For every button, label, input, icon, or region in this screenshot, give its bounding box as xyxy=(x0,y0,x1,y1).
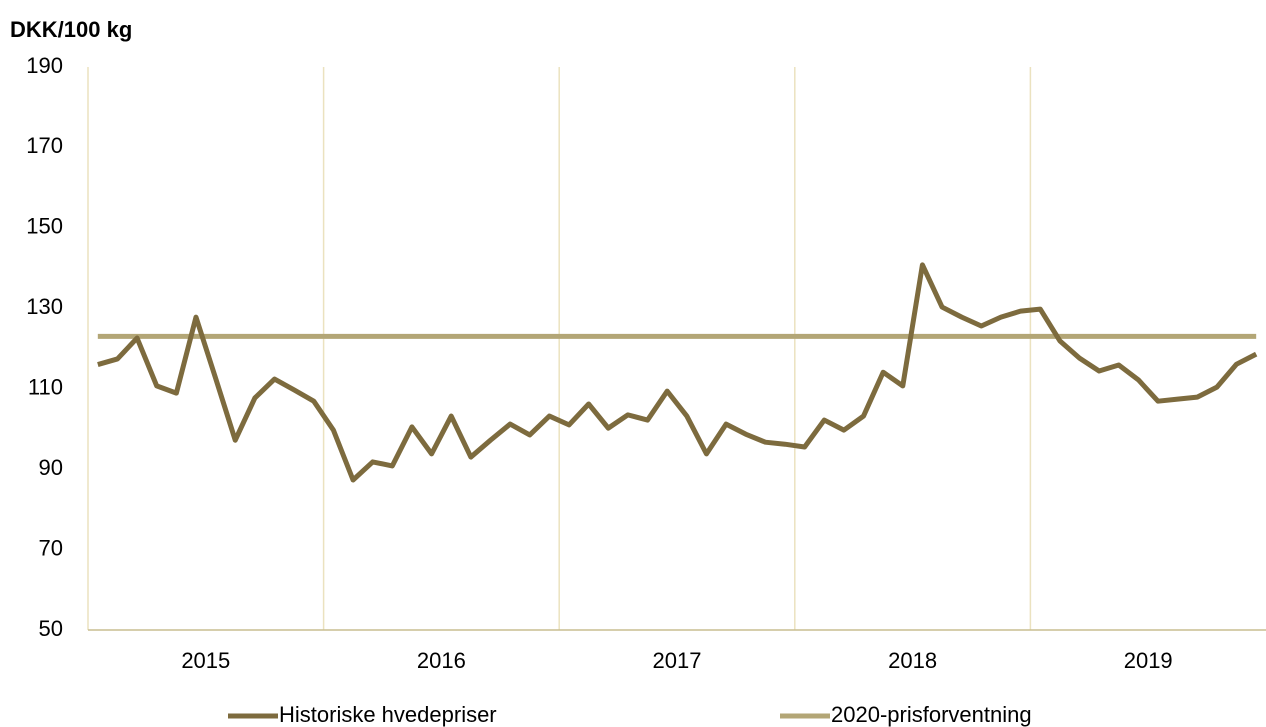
y-tick-label: 70 xyxy=(39,535,63,560)
legend-label: 2020-prisforventning xyxy=(831,702,1032,727)
x-tick-label: 2018 xyxy=(888,648,937,673)
x-tick-label: 2019 xyxy=(1124,648,1173,673)
y-tick-label: 170 xyxy=(26,133,63,158)
y-tick-label: 190 xyxy=(26,53,63,78)
x-tick-label: 2015 xyxy=(181,648,230,673)
y-tick-label: 150 xyxy=(26,214,63,239)
legend-label: Historiske hvedepriser xyxy=(279,702,497,727)
x-tick-label: 2016 xyxy=(417,648,466,673)
series-line xyxy=(97,262,1258,483)
y-axis-label: DKK/100 kg xyxy=(10,17,132,42)
y-tick-label: 50 xyxy=(39,616,63,641)
y-tick-label: 90 xyxy=(39,455,63,480)
y-tick-label: 130 xyxy=(26,294,63,319)
y-tick-label: 110 xyxy=(28,375,63,400)
x-tick-label: 2017 xyxy=(653,648,702,673)
